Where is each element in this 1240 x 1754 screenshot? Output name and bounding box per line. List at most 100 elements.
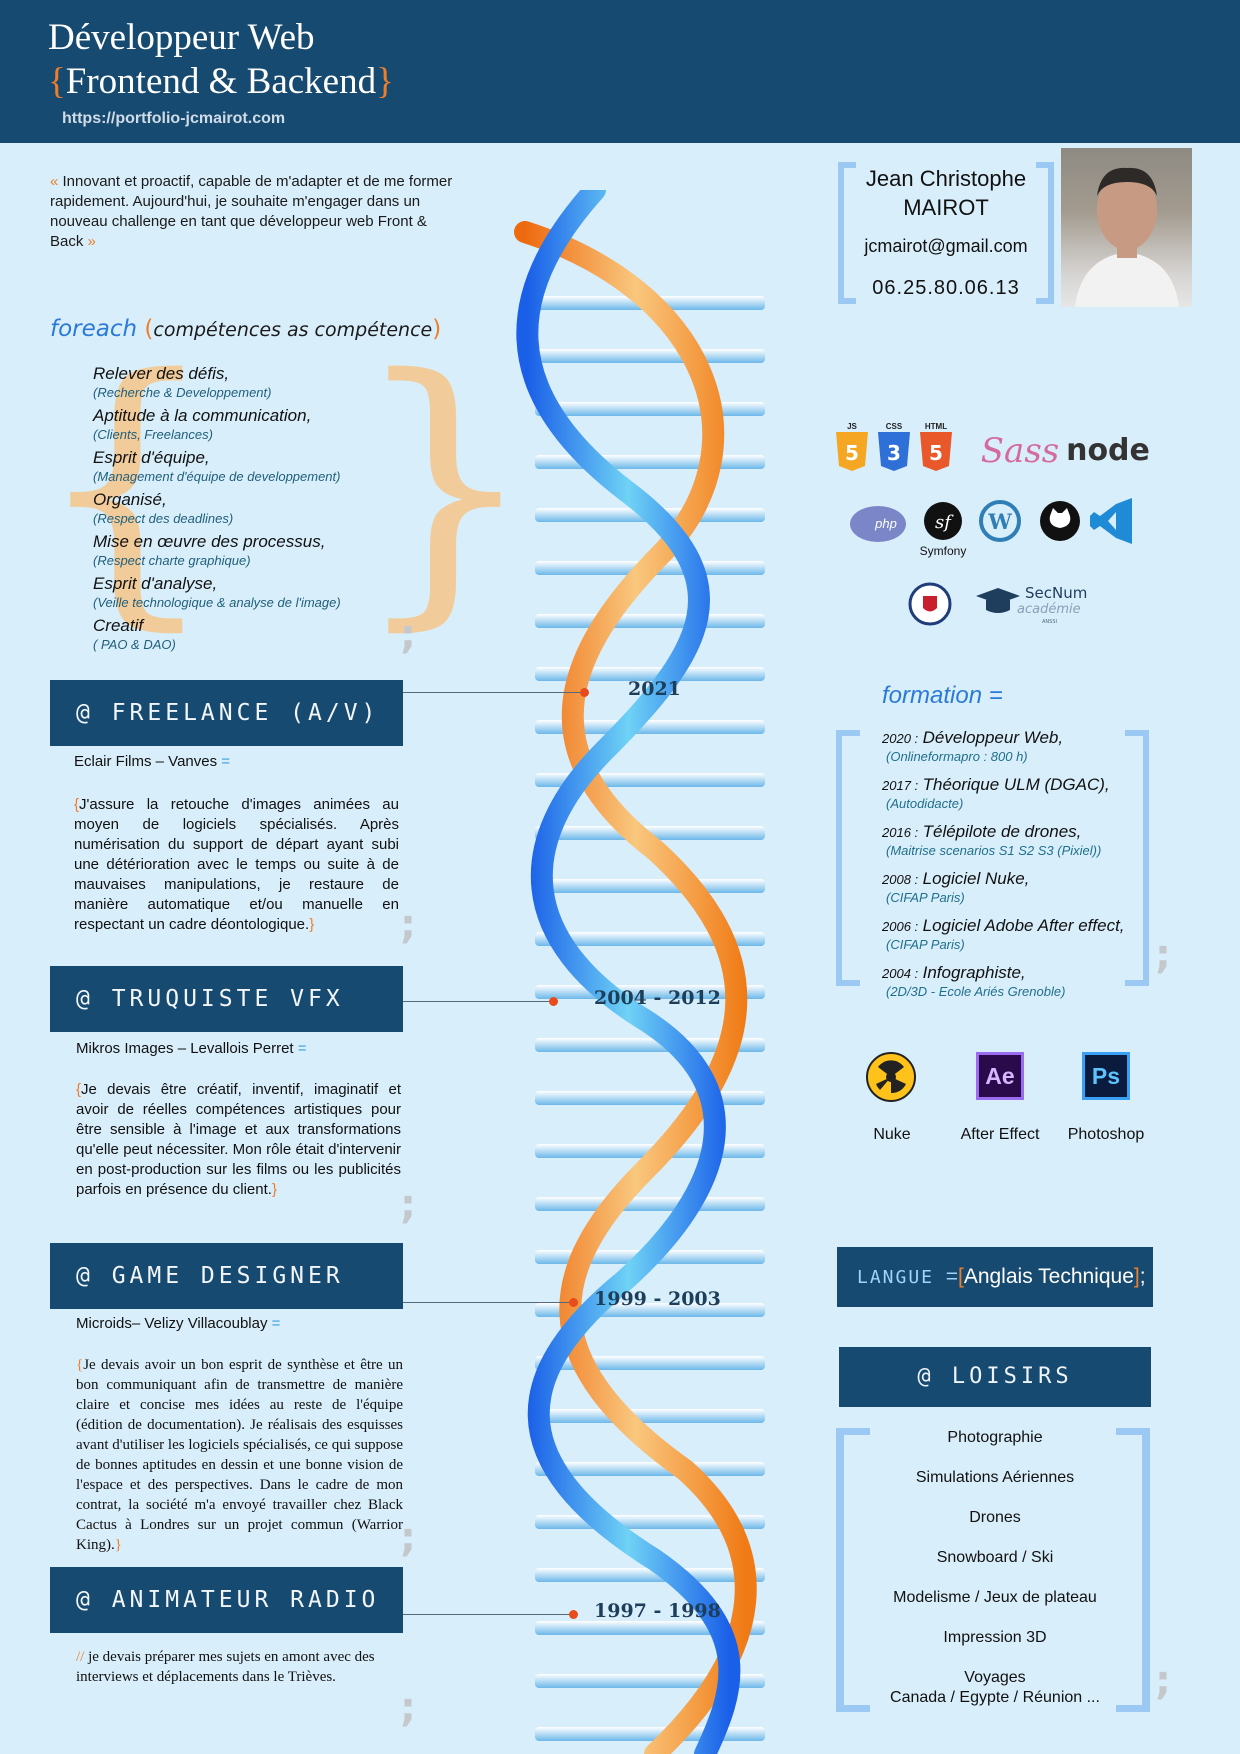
formation-title-text: Logiciel Nuke, [922,869,1030,888]
title-line-2-text: Frontend & Backend [65,61,377,102]
equals-sign: = [271,1315,281,1332]
hobby-item: Impression 3D [943,1629,1047,1646]
formation-year: 2020 : [882,731,919,746]
skills-argument: compétences as compétence [153,319,433,341]
portfolio-link[interactable]: https://portfolio-jcmairot.com [62,110,286,127]
skill-title: Mise en œuvre des processus, [93,532,326,551]
sass-icon: Sass [981,431,1059,471]
langue-semicolon: ; [1139,1265,1146,1288]
formation-item: 2016 : Télépilote de drones, [882,822,1152,842]
helix-rung [535,1091,765,1105]
formation-item: 2008 : Logiciel Nuke, [882,869,1152,889]
formation-year: 2016 : [882,825,919,840]
php-label: php [874,516,897,531]
job-description: {Je devais être créatif, inventif, imagi… [76,1080,401,1200]
skill-title: Organisé, [93,490,167,509]
formation-year: 2008 : [882,872,919,887]
helix-rung [535,932,765,946]
job-company: Mikros Images – Levallois Perret = [76,1040,307,1057]
skill-subtitle: (Clients, Freelances) [93,427,213,442]
job-header-game-designer: @ GAME DESIGNER [50,1243,403,1309]
secnum-sub: académie [1017,602,1081,617]
svg-text:3: 3 [887,441,901,465]
skill-subtitle: ( PAO & DAO) [93,637,176,652]
desc-text: Je devais avoir un bon esprit de synthès… [76,1357,403,1553]
tool-label: After Effect [960,1126,1040,1143]
skill-title: Relever des défis, [93,364,230,383]
equals-sign: = [221,753,231,770]
semicolon-mark: ; [400,1182,416,1228]
job-company: Microids– Velizy Villacoublay = [76,1315,280,1332]
semicolon-mark: ; [1155,1658,1171,1704]
skill-title: Esprit d'analyse, [93,574,218,593]
company-name: Mikros Images – Levallois Perret [76,1040,294,1057]
langue-bar: LANGUE =[Anglais Technique]; [837,1247,1153,1307]
helix-rung [535,1409,765,1423]
symfony-label: Symfony [920,544,967,558]
job-header-animateur-radio: @ ANIMATEUR RADIO [50,1567,403,1633]
secnum-tiny: ANSSI [1042,619,1057,625]
helix-rung [535,349,765,363]
intro-text: « Innovant et proactif, capable de m'ada… [50,172,460,252]
formation-title-text: Théorique ULM (DGAC), [922,775,1110,794]
desc-brace-open: { [74,796,80,813]
tool-label: Photoshop [1067,1126,1145,1143]
year-label: 2004 - 2012 [594,987,721,1009]
formation-bracket-right [1125,730,1149,986]
langue-bracket-open: [ [957,1265,964,1288]
helix-rung [535,455,765,469]
page-title: Développeur Web {Frontend & Backend} [48,16,394,104]
hobby-item: Canada / Egypte / Réunion ... [890,1689,1100,1706]
after-effect-icon: Ae [976,1052,1024,1100]
phone-number[interactable]: 06.25.80.06.13 [872,277,1020,299]
dna-helix [514,190,765,1754]
desc-text: Je devais être créatif, inventif, imagin… [76,1081,401,1198]
formation-subtitle: (Onlineformapro : 800 h) [886,749,1028,764]
skill-title: Esprit d'équipe, [93,448,210,467]
helix-strand-orange [514,221,757,1754]
formation-title-text: Télépilote de drones, [922,822,1082,841]
timeline-connector [403,1001,553,1002]
company-name: Microids– Velizy Villacoublay [76,1315,268,1332]
formation-list: 2020 : Développeur Web, (Onlineformapro :… [882,728,1152,1010]
email-address[interactable]: jcmairot@gmail.com [864,236,1028,256]
skill-subtitle: (Veille technologique & analyse de l'ima… [93,595,341,610]
formation-year: 2004 : [882,966,919,981]
vscode-icon [1090,498,1132,544]
loisirs-bracket-right [1116,1428,1150,1712]
github-icon [1040,501,1080,541]
hobby-item: Photographie [947,1429,1043,1446]
loisirs-bracket-left [836,1428,870,1712]
formation-subtitle: (CIFAP Paris) [886,937,965,952]
title-line-2: {Frontend & Backend} [48,60,394,104]
svg-text:5: 5 [845,441,859,465]
helix-rung [535,614,765,628]
langue-key: LANGUE [857,1267,935,1288]
hobby-item: Simulations Aériennes [915,1469,1075,1486]
formation-year: 2017 : [882,778,919,793]
hobby-item: Modelisme / Jeux de plateau [893,1589,1097,1606]
first-name: Jean Christophe [865,166,1027,191]
hobby-item: Snowboard / Ski [936,1549,1054,1566]
wordpress-label: W [987,509,1012,534]
tool-label: Nuke [873,1126,911,1143]
desc-brace-close: } [309,916,315,933]
formation-item: 2020 : Développeur Web, [882,728,1152,748]
helix-rung [535,1197,765,1211]
formation-subtitle: (Maitrise scenarios S1 S2 S3 (Pixiel)) [886,843,1102,858]
js-icon: 5 JS [836,422,868,471]
job-header-freelance: @ FREELANCE (A/V) [50,680,403,746]
formation-title-text: Logiciel Adobe After effect, [922,916,1125,935]
skill-title: Creatif [93,616,144,635]
helix-rung [535,1462,765,1476]
skill-subtitle: (Management d'équipe de developpement) [93,469,341,484]
desc-text: je devais préparer mes sujets en amont a… [76,1649,375,1685]
html-icon: 5 HTML [920,422,952,471]
timeline-dot [549,997,558,1006]
formation-title: formation = [882,682,1003,709]
formation-bracket-left [836,730,860,986]
desc-brace-open: { [76,1081,82,1098]
last-name: MAIROT [903,195,989,220]
formation-title-text: Infographiste, [922,963,1026,982]
